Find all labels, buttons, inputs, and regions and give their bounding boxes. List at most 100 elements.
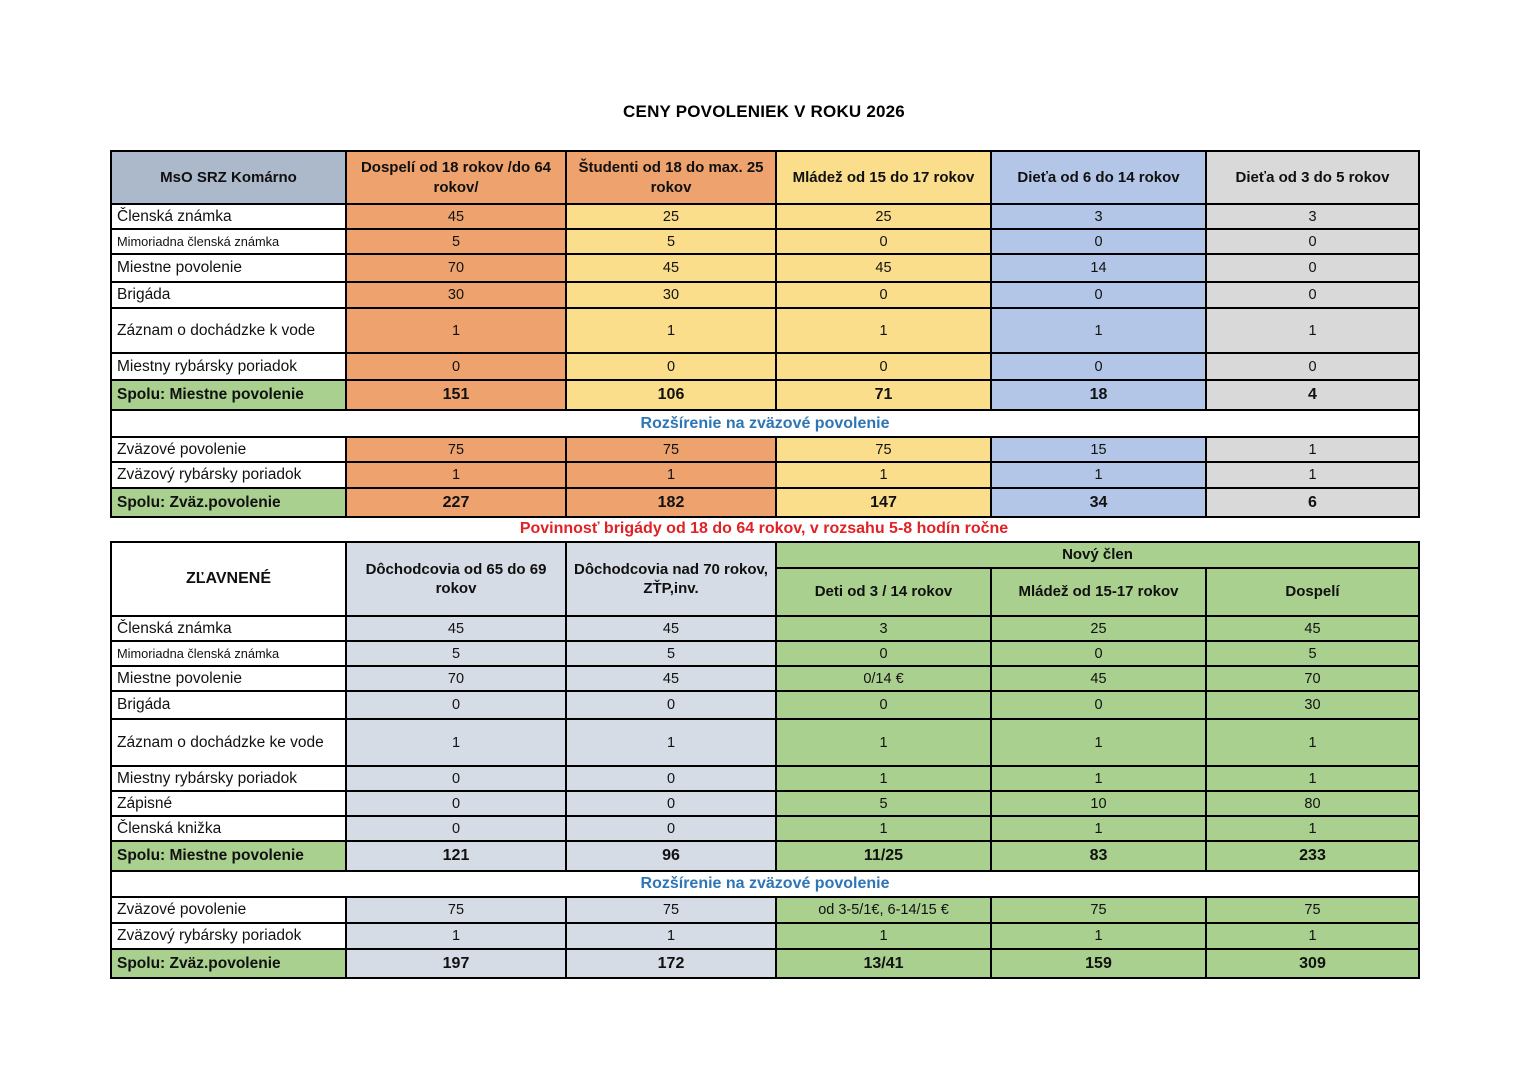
price-cell: 0	[565, 790, 777, 817]
sum-price-cell: 182	[565, 487, 777, 518]
row-label: Zväzové povolenie	[110, 436, 347, 463]
section-divider-label: Rozšírenie na zväzové povolenie	[110, 870, 1420, 898]
price-cell: 30	[345, 281, 567, 309]
section-divider-row: Rozšírenie na zväzové povolenie	[110, 870, 1420, 898]
price-cell: 0	[345, 815, 567, 842]
price-cell: 5	[345, 640, 567, 667]
table-row: Zväzové povolenie 75 75 od 3-5/1€, 6-14/15 …	[110, 896, 1420, 924]
price-cell: 1	[1205, 922, 1420, 950]
sum-row: Spolu: Zväz.povolenie 197 172 13/41 159 309	[110, 948, 1420, 979]
row-label: Členská knižka	[110, 815, 347, 842]
price-cell: 3	[990, 203, 1207, 230]
sum-price-cell: 71	[775, 379, 992, 411]
price-cell: 0	[565, 815, 777, 842]
price-cell: 0	[565, 765, 777, 792]
table-row: Záznam o dochádzke ke vode 1 1 1 1 1	[110, 718, 1420, 767]
price-cell: 1	[565, 307, 777, 354]
price-cell: 0	[990, 690, 1207, 720]
table-row: Miestny rybársky poriadok 0 0 1 1 1	[110, 765, 1420, 792]
table-row: Mimoriadna členská známka 5 5 0 0 0	[110, 228, 1420, 255]
price-cell: 1	[990, 461, 1207, 489]
table-row: Mimoriadna členská známka 5 5 0 0 5	[110, 640, 1420, 667]
price-cell: 45	[775, 253, 992, 283]
sum-row: Spolu: Miestne povolenie 121 96 11/25 83 233	[110, 840, 1420, 872]
row-label: Zväzové povolenie	[110, 896, 347, 924]
price-cell: 1	[345, 718, 567, 767]
price-cell: 1	[345, 922, 567, 950]
column-header: Mládež od 15 do 17 rokov	[775, 150, 992, 205]
sum-row-label: Spolu: Miestne povolenie	[110, 379, 347, 411]
price-cell: 1	[345, 307, 567, 354]
column-header: Dieťa od 3 do 5 rokov	[1205, 150, 1420, 205]
price-cell: 0	[775, 640, 992, 667]
table-row: Miestne povolenie 70 45 45 14 0	[110, 253, 1420, 283]
sum-price-cell: 197	[345, 948, 567, 979]
sum-row-label: Spolu: Miestne povolenie	[110, 840, 347, 872]
price-cell: 1	[990, 718, 1207, 767]
row-label: Mimoriadna členská známka	[110, 228, 347, 255]
price-cell: 25	[775, 203, 992, 230]
price-cell: 70	[345, 253, 567, 283]
table-row: Zväzový rybársky poriadok 1 1 1 1 1	[110, 461, 1420, 489]
price-cell: 80	[1205, 790, 1420, 817]
sum-price-cell: 151	[345, 379, 567, 411]
sum-price-cell: 309	[1205, 948, 1420, 979]
row-label: Záznam o dochádzke ke vode	[110, 718, 347, 767]
price-cell: 75	[775, 436, 992, 463]
price-cell: 1	[565, 718, 777, 767]
price-cell: 30	[565, 281, 777, 309]
price-cell: 1	[775, 307, 992, 354]
price-cell: 0	[345, 352, 567, 381]
price-cell: 5	[345, 228, 567, 255]
header-row-sub: Deti od 3 / 14 rokov Mládež od 15-17 roko…	[111, 567, 1420, 617]
price-cell: 45	[1205, 615, 1420, 642]
price-cell: 45	[565, 253, 777, 283]
sum-price-cell: 147	[775, 487, 992, 518]
row-label: Zväzový rybársky poriadok	[110, 461, 347, 489]
price-cell: 25	[565, 203, 777, 230]
price-cell: 1	[775, 765, 992, 792]
price-cell: 1	[565, 922, 777, 950]
price-cell: 70	[345, 665, 567, 692]
corner-header: ZĽAVNENÉ	[110, 541, 347, 617]
price-cell: 0	[990, 352, 1207, 381]
price-cell: 15	[990, 436, 1207, 463]
price-cell: 45	[345, 203, 567, 230]
price-cell: 0	[775, 281, 992, 309]
sum-row: Spolu: Miestne povolenie 151 106 71 18 4	[110, 379, 1420, 411]
row-label: Zväzový rybársky poriadok	[110, 922, 347, 950]
page-title: CENY POVOLENIEK V ROKU 2026	[623, 102, 905, 121]
sub-column-header: Mládež od 15-17 rokov	[990, 567, 1207, 617]
price-cell: od 3-5/1€, 6-14/15 €	[775, 896, 992, 924]
price-cell: 3	[775, 615, 992, 642]
price-cell: 0	[775, 690, 992, 720]
price-cell: 0	[345, 790, 567, 817]
price-cell: 45	[565, 665, 777, 692]
price-cell: 0	[775, 352, 992, 381]
price-cell: 1	[1205, 307, 1420, 354]
price-cell: 5	[565, 228, 777, 255]
price-table-discounted: ZĽAVNENÉ Dôchodcovia od 65 do 69 rokov Dôc…	[110, 541, 1420, 979]
price-cell: 25	[990, 615, 1207, 642]
price-cell: 75	[345, 436, 567, 463]
price-cell: 75	[565, 896, 777, 924]
table-row: Členská knižka 0 0 1 1 1	[110, 815, 1420, 842]
price-cell: 0	[565, 352, 777, 381]
table-row: Zápisné 0 0 5 10 80	[110, 790, 1420, 817]
price-cell: 1	[1205, 461, 1420, 489]
header-row-group: ZĽAVNENÉ Dôchodcovia od 65 do 69 rokov Dôc…	[110, 541, 1420, 617]
price-cell: 1	[1205, 765, 1420, 792]
price-cell: 0	[1205, 228, 1420, 255]
sum-price-cell: 96	[565, 840, 777, 872]
price-cell: 0/14 €	[775, 665, 992, 692]
price-cell: 0	[1205, 253, 1420, 283]
price-cell: 45	[345, 615, 567, 642]
row-label: Miestne povolenie	[110, 253, 347, 283]
price-cell: 5	[565, 640, 777, 667]
corner-header: MsO SRZ Komárno	[110, 150, 347, 205]
price-cell: 0	[345, 765, 567, 792]
sum-price-cell: 121	[345, 840, 567, 872]
sum-price-cell: 159	[990, 948, 1207, 979]
price-cell: 1	[1205, 718, 1420, 767]
